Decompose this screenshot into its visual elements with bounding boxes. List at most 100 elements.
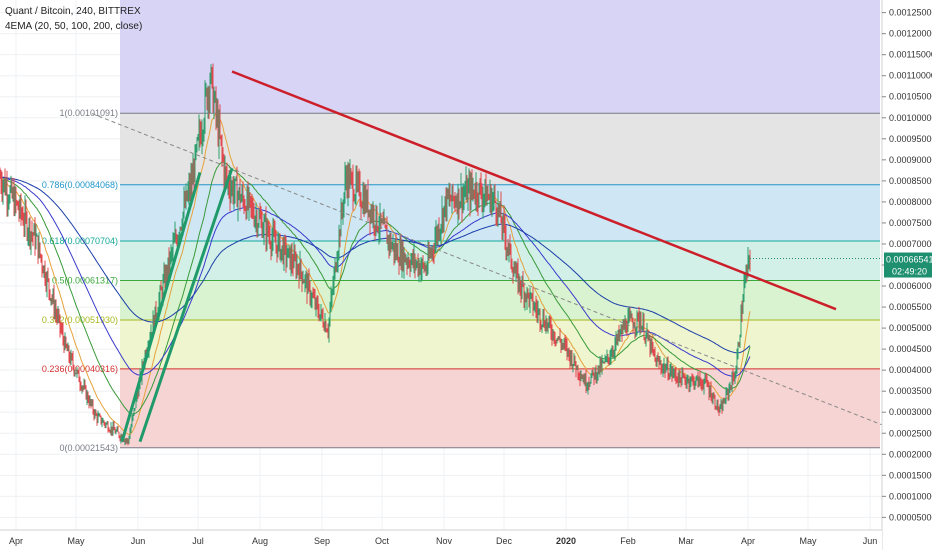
candle-body: [43, 266, 45, 274]
candle-body: [324, 322, 326, 330]
candle-body: [102, 420, 104, 423]
candle-body: [473, 189, 475, 197]
candle-body: [234, 179, 236, 191]
candle-body: [424, 268, 426, 270]
candle-body: [240, 198, 242, 203]
candle-body: [82, 386, 84, 388]
last-price-label: 0.00066541: [886, 255, 932, 265]
candle-body: [445, 196, 447, 213]
candle-body: [419, 264, 421, 274]
candle-body: [48, 279, 50, 290]
candle-body: [8, 201, 10, 203]
candle-body: [694, 383, 696, 387]
red-trendline[interactable]: [231, 70, 837, 311]
candle-body: [614, 343, 616, 353]
fibonacci-retracement[interactable]: 1(0.00101091) 0.786(0.00084068) 0.618(0.00…: [42, 0, 880, 453]
candle-body: [651, 341, 653, 348]
candle-body: [591, 370, 593, 377]
candle-body: [684, 376, 686, 381]
candle-body: [465, 181, 467, 194]
candle-body: [361, 206, 363, 208]
candle-body: [192, 169, 194, 184]
candle-body: [706, 378, 708, 385]
candle-body: [586, 387, 588, 389]
candle-body: [415, 263, 417, 267]
candle-body: [180, 227, 182, 229]
candle-body: [37, 235, 39, 257]
candle-body: [532, 294, 534, 309]
candle-body: [174, 234, 176, 241]
candle-body: [270, 244, 272, 249]
candle-body: [280, 248, 282, 259]
candle-body: [296, 264, 298, 273]
candle-body: [548, 318, 550, 323]
candle-body: [47, 274, 49, 280]
candle-body: [25, 208, 27, 216]
candle-body: [70, 354, 72, 362]
candle-body: [692, 378, 694, 380]
candle-body: [42, 267, 44, 274]
candle-body: [44, 266, 46, 281]
candle-body: [388, 236, 390, 247]
candle-body: [742, 300, 744, 313]
candle-body: [688, 379, 690, 386]
candle-body: [90, 399, 92, 405]
candle-body: [96, 415, 98, 421]
candle-body: [647, 330, 649, 340]
candle-body: [58, 314, 60, 316]
candle-body: [55, 309, 57, 314]
candle-body: [154, 306, 156, 328]
y-tick-label: 0.00030000: [889, 407, 932, 417]
candle-body: [222, 152, 224, 160]
candle-body: [57, 314, 59, 318]
candle-body: [564, 341, 566, 344]
candle-body: [387, 236, 389, 244]
candle-body: [372, 210, 374, 219]
candle-body: [314, 297, 316, 307]
candle-body: [399, 246, 401, 265]
y-tick-label: 0.00085000: [889, 176, 932, 186]
candle-body: [99, 415, 101, 417]
candle-body: [310, 299, 312, 301]
candle-body: [89, 399, 91, 405]
candle-body: [249, 193, 251, 198]
candle-body: [407, 260, 409, 264]
candle-body: [641, 326, 643, 331]
candle-body: [559, 336, 561, 342]
candle-body: [67, 346, 69, 351]
candle-body: [698, 377, 700, 386]
candle-body: [702, 386, 704, 388]
candle-body: [625, 321, 627, 331]
green-trendline-2[interactable]: [138, 167, 234, 443]
candle-body: [74, 372, 76, 374]
candle-body: [136, 395, 138, 399]
candle-body: [458, 189, 460, 209]
candle-body: [493, 192, 495, 198]
candle-body: [671, 368, 673, 376]
candle-body: [190, 177, 192, 193]
y-tick-label: 0.00125000: [889, 8, 932, 18]
chart-header: Quant / Bitcoin, 240, BITTREX 4EMA (20, …: [5, 6, 142, 32]
candle-body: [621, 327, 623, 334]
y-tick-label: 0.00095000: [889, 134, 932, 144]
candle-body: [10, 182, 12, 190]
candle-body: [510, 244, 512, 265]
dashed-trendline[interactable]: [91, 113, 883, 426]
candle-body: [657, 358, 659, 360]
candle-body: [497, 203, 499, 219]
candle-body: [748, 256, 750, 259]
y-tick-label: 0.00070000: [889, 239, 932, 249]
candle-body: [555, 340, 557, 342]
candle-body: [454, 198, 456, 205]
trendlines[interactable]: [91, 70, 883, 443]
candle-body: [153, 316, 155, 328]
candle-body: [383, 220, 385, 224]
time-axis[interactable]: Apr May Jun Jul Aug Sep Oct Nov Dec 2020 Feb Mar Apr…: [0, 529, 882, 550]
candle-body: [128, 438, 130, 442]
x-tick-label: Jun: [131, 536, 146, 546]
candle-body: [92, 402, 94, 412]
candle-body: [231, 184, 233, 190]
candle-body: [120, 435, 122, 440]
green-trendline-1[interactable]: [120, 172, 202, 443]
